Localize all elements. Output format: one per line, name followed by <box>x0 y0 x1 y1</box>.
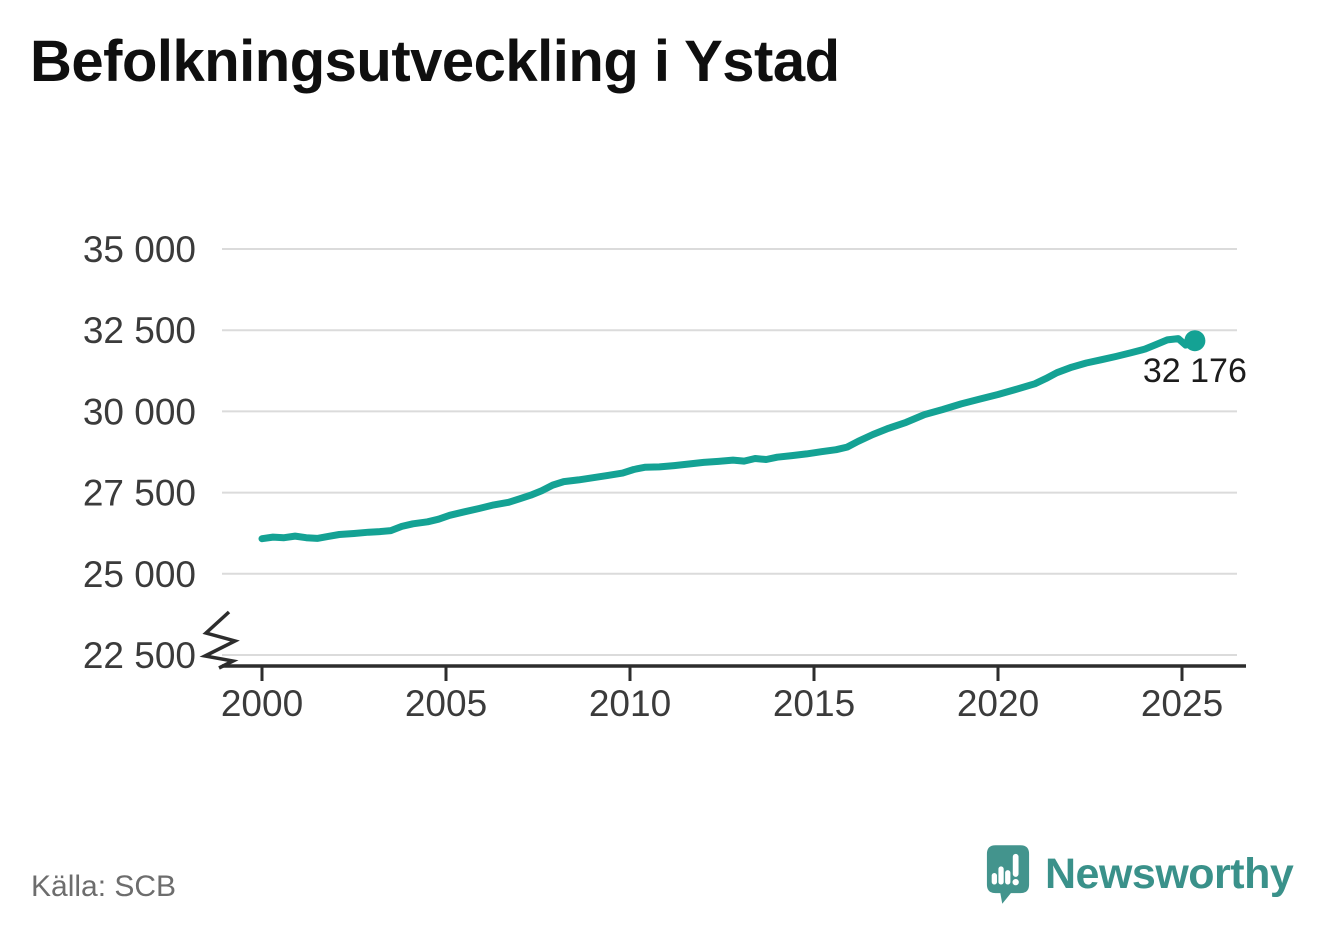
y-tick-label: 27 500 <box>83 473 196 514</box>
latest-point-marker <box>1184 330 1206 352</box>
logo-exclamation-dot <box>1012 878 1019 886</box>
x-tick-label: 2025 <box>1141 683 1223 724</box>
y-tick-label: 25 000 <box>83 554 196 595</box>
y-tick-label: 30 000 <box>83 391 196 432</box>
population-line <box>258 335 1199 543</box>
x-tick-label: 2000 <box>221 683 303 724</box>
x-tick-label: 2010 <box>589 683 671 724</box>
newsworthy-logo-icon <box>986 845 1030 904</box>
brand-name: Newsworthy <box>1045 850 1294 898</box>
y-tick-label: 35 000 <box>83 229 196 270</box>
page-title: Befolkningsutveckling i Ystad <box>30 29 840 94</box>
logo-exclamation-bar <box>1012 853 1019 877</box>
y-tick-label: 32 500 <box>83 310 196 351</box>
latest-value-label: 32 176 <box>1143 352 1247 390</box>
source-attribution: Källa: SCB <box>31 870 177 903</box>
logo-bar-3 <box>1005 870 1011 885</box>
axis-break-icon <box>199 610 240 670</box>
y-tick-label: 22 500 <box>83 635 196 676</box>
x-tick-label: 2005 <box>405 683 487 724</box>
newsworthy-logo: Newsworthy <box>985 843 1294 905</box>
logo-bar-2 <box>998 866 1004 885</box>
logo-bar-1 <box>991 873 997 885</box>
x-tick-label: 2015 <box>773 683 855 724</box>
x-tick-label: 2020 <box>957 683 1039 724</box>
